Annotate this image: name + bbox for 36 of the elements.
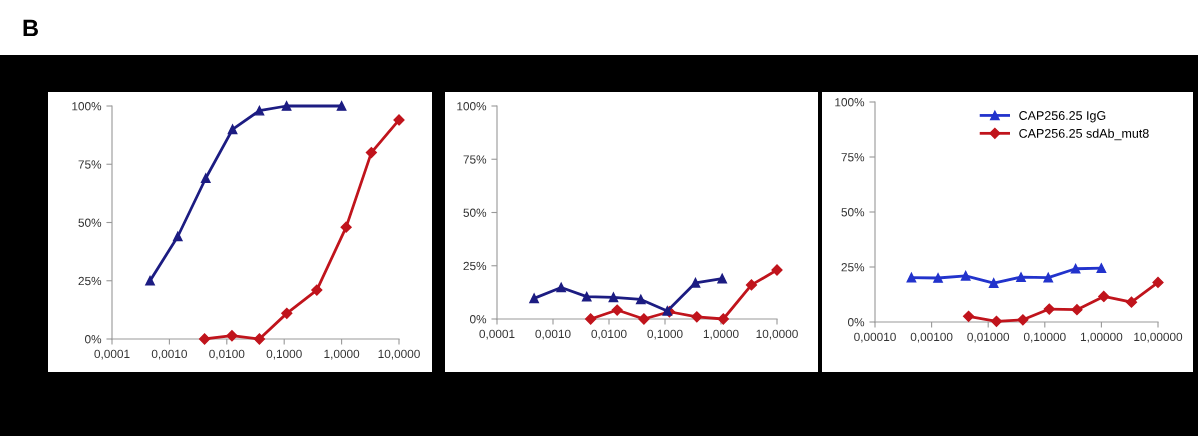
legend-label: CAP256.25 IgG (1019, 111, 1106, 123)
y-tick-label: 0% (847, 318, 865, 327)
x-tick-label: 0,10000 (1023, 332, 1066, 343)
x-tick-label: 0,0010 (151, 349, 187, 360)
y-tick-label: 25% (463, 261, 487, 271)
y-tick-label: 75% (78, 160, 102, 169)
x-tick-label: 0,0001 (479, 329, 515, 340)
y-tick-label: 50% (463, 208, 487, 217)
x-tick-label: 0,0010 (535, 329, 571, 340)
x-tick-label: 10,0000 (378, 349, 420, 360)
x-tick-label: 0,0001 (94, 349, 130, 360)
x-tick-label: 10,00000 (1134, 332, 1183, 343)
x-tick-label: 10,0000 (756, 329, 798, 340)
x-tick-label: 0,00100 (910, 332, 953, 343)
text: B (23, 19, 38, 37)
y-tick-label: 50% (841, 208, 865, 217)
x-tick-label: 0,1000 (647, 329, 683, 340)
x-tick-label: 1,0000 (703, 329, 739, 340)
y-tick-label: 25% (78, 276, 102, 286)
y-tick-label: 50% (78, 218, 102, 227)
y-tick-label: 100% (457, 102, 487, 111)
y-tick-label: 100% (835, 98, 865, 107)
x-tick-label: 0,1000 (266, 349, 302, 360)
x-tick-label: 0,01000 (967, 332, 1010, 343)
x-tick-label: 1,0000 (324, 349, 360, 360)
y-tick-label: 75% (841, 153, 865, 162)
y-tick-label: 75% (463, 155, 487, 164)
x-tick-label: 0,0100 (591, 329, 627, 340)
y-tick-label: 100% (72, 102, 102, 111)
x-tick-label: 0,0100 (209, 349, 245, 360)
y-tick-label: 0% (84, 335, 102, 344)
y-tick-label: 0% (469, 315, 487, 324)
y-tick-label: 25% (841, 263, 865, 272)
x-tick-label: 1,00000 (1080, 332, 1123, 343)
legend-label: CAP256.25 sdAb_mut8 (1019, 128, 1149, 141)
x-tick-label: 0,00010 (854, 332, 896, 343)
